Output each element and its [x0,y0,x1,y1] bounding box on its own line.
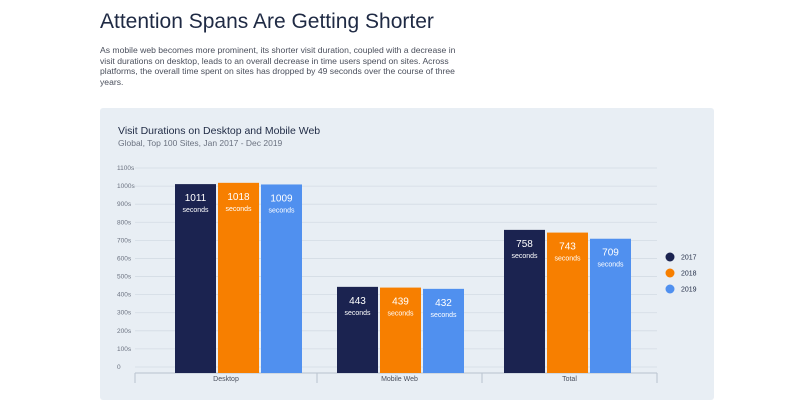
page-title: Attention Spans Are Getting Shorter [100,10,434,33]
y-tick-label: 800s [117,219,132,226]
chart-subtitle: Global, Top 100 Sites, Jan 2017 - Dec 20… [118,138,283,148]
legend-label: 2018 [681,271,697,278]
bar [218,182,259,373]
data-label-unit: seconds [511,253,538,260]
y-tick-label: 600s [117,255,132,262]
bar [380,287,421,373]
data-label-unit: seconds [430,312,457,319]
data-label-unit: seconds [225,206,252,213]
data-label-unit: seconds [597,262,624,269]
data-label: 709 [602,248,619,259]
data-label: 1018 [227,192,250,203]
y-tick-label: 1100s [117,165,135,172]
chart-title: Visit Durations on Desktop and Mobile We… [118,125,321,137]
category-label: Desktop [213,376,239,383]
legend-swatch [665,284,675,294]
legend-swatch [665,268,675,278]
data-label: 1011 [185,193,207,204]
y-tick-label: 0 [117,364,121,371]
y-tick-label: 300s [117,310,132,317]
bar [337,286,378,373]
legend-label: 2017 [681,255,697,262]
legend-label: 2019 [681,287,697,294]
legend-swatch [665,252,675,262]
y-tick-label: 200s [117,328,132,335]
data-label-unit: seconds [387,311,414,318]
bar [504,229,545,373]
bar [547,232,588,373]
data-label-unit: seconds [344,310,371,317]
data-label: 432 [435,298,452,309]
data-label: 1009 [270,193,293,204]
y-tick-label: 700s [117,237,132,244]
data-label: 758 [516,239,533,250]
bar [175,184,216,373]
bar [261,184,302,373]
data-label: 443 [349,296,366,307]
category-label: Total [562,376,577,383]
y-tick-label: 900s [117,201,132,208]
y-tick-label: 1000s [117,183,135,190]
data-label-unit: seconds [268,207,295,214]
y-tick-label: 100s [117,346,132,353]
data-label-unit: seconds [182,207,209,214]
category-label: Mobile Web [381,376,418,383]
bar [590,238,631,373]
bar [423,288,464,373]
y-tick-label: 500s [117,274,132,281]
intro-paragraph: As mobile web becomes more prominent, it… [100,45,456,87]
data-label: 743 [559,242,576,253]
data-label-unit: seconds [554,256,581,263]
y-tick-label: 400s [117,292,132,299]
data-label: 439 [392,297,409,308]
